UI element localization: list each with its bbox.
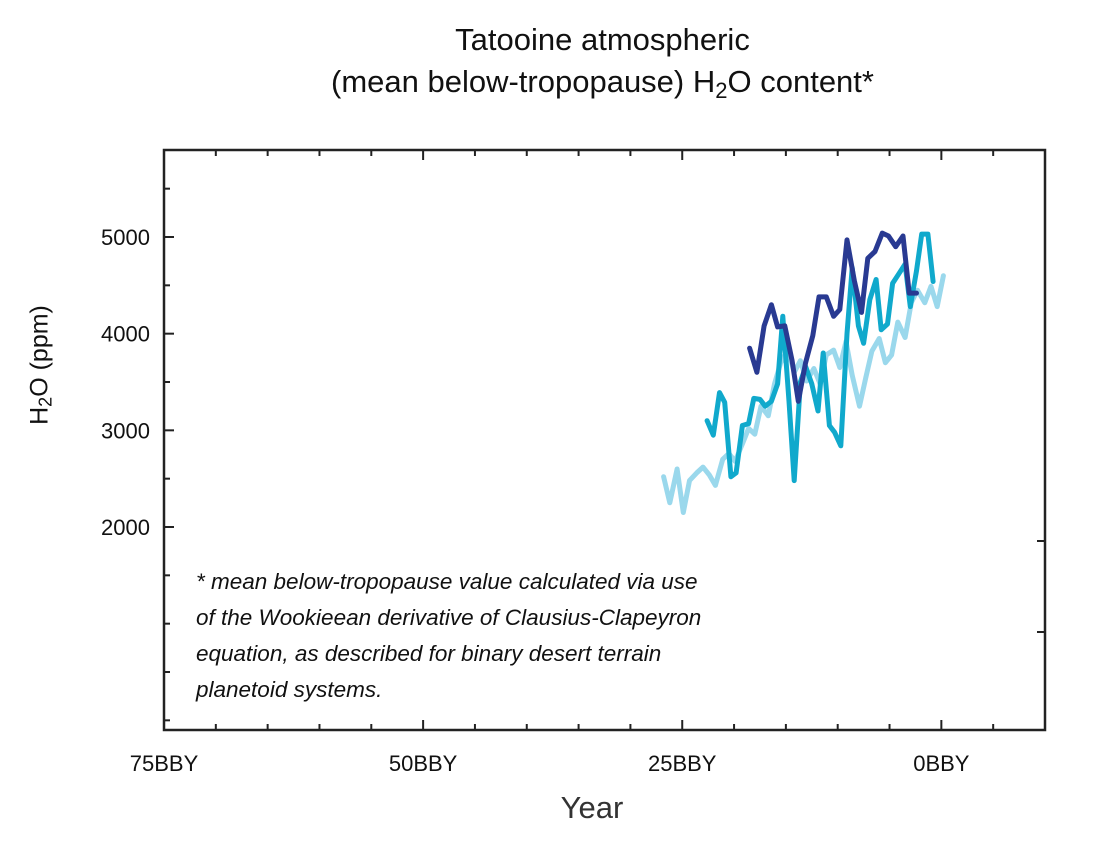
series-line-cyan — [704, 231, 936, 484]
chart-title-line-2-end: O content* — [727, 64, 874, 99]
tick-labels-layer: 75BBY 50BBY 25BBY 0BBY 2000 3000 4000 5000 — [101, 225, 970, 776]
footnote-line: of the Wookieean derivative of Clausius-… — [196, 605, 702, 630]
footnote-annotation: * mean below-tropopause value calculated… — [196, 564, 836, 708]
plot-frame — [162, 148, 1047, 732]
chart-title-line-2: (mean below-tropopause) H2O content* — [0, 62, 1115, 111]
chart-title-line-2-main: (mean below-tropopause) H — [331, 64, 716, 99]
footnote-line: * mean below-tropopause value calculated… — [196, 569, 698, 594]
x-tick-label: 0BBY — [913, 751, 970, 776]
x-tick-label: 50BBY — [389, 751, 458, 776]
chart-title-line-1: Tatooine atmospheric — [455, 22, 750, 57]
axes-layer — [162, 148, 1047, 732]
x-tick-label: 75BBY — [130, 751, 199, 776]
y-tick-label: 2000 — [101, 515, 150, 540]
chart-title-subscript: 2 — [715, 78, 728, 103]
x-axis-label: Year — [560, 790, 624, 825]
y-axis-label-subscript: 2 — [35, 396, 56, 407]
series-line-light-blue — [661, 273, 946, 515]
x-tick-label: 25BBY — [648, 751, 717, 776]
y-axis-label-main: H — [25, 406, 54, 425]
y-axis-label: H2O (ppm) — [26, 305, 57, 425]
y-tick-label: 3000 — [101, 418, 150, 443]
y-tick-label: 5000 — [101, 225, 150, 250]
footnote-line: equation, as described for binary desert… — [196, 641, 662, 666]
series-line-navy — [747, 230, 919, 404]
series-layer — [661, 230, 946, 515]
y-axis-label-end: O (ppm) — [25, 305, 54, 397]
y-tick-label: 4000 — [101, 322, 150, 347]
footnote-line: planetoid systems. — [196, 677, 383, 702]
